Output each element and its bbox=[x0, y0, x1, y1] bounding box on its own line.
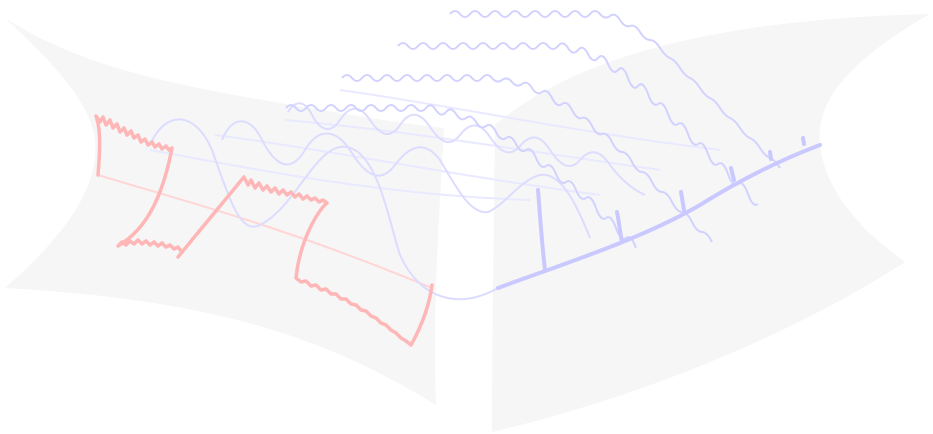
wave-row-1 bbox=[449, 10, 781, 169]
spike-2 bbox=[615, 210, 624, 244]
wave-row-3 bbox=[341, 74, 713, 243]
red-step-middle bbox=[176, 175, 434, 347]
wave-harmonic-2 bbox=[221, 120, 591, 239]
blue-spike-track bbox=[496, 136, 822, 290]
wave-fundamental bbox=[149, 118, 499, 301]
wave-row-2 bbox=[397, 42, 759, 206]
right-surface bbox=[492, 14, 930, 432]
blue-guide-lines bbox=[149, 89, 721, 201]
wave-row-4 bbox=[285, 104, 637, 249]
blue-wave-rows bbox=[285, 10, 781, 249]
spike-6 bbox=[801, 136, 806, 146]
blue-sine-waves bbox=[149, 102, 646, 301]
spike-1 bbox=[536, 188, 547, 272]
red-step-waves bbox=[94, 114, 434, 347]
spike-3 bbox=[679, 190, 686, 212]
left-surface bbox=[5, 18, 444, 405]
spike-4 bbox=[729, 166, 736, 182]
spike-5 bbox=[768, 150, 773, 161]
spike-baseline bbox=[496, 143, 822, 290]
wave-harmonic-3 bbox=[287, 102, 646, 196]
red-step-left bbox=[94, 114, 183, 253]
